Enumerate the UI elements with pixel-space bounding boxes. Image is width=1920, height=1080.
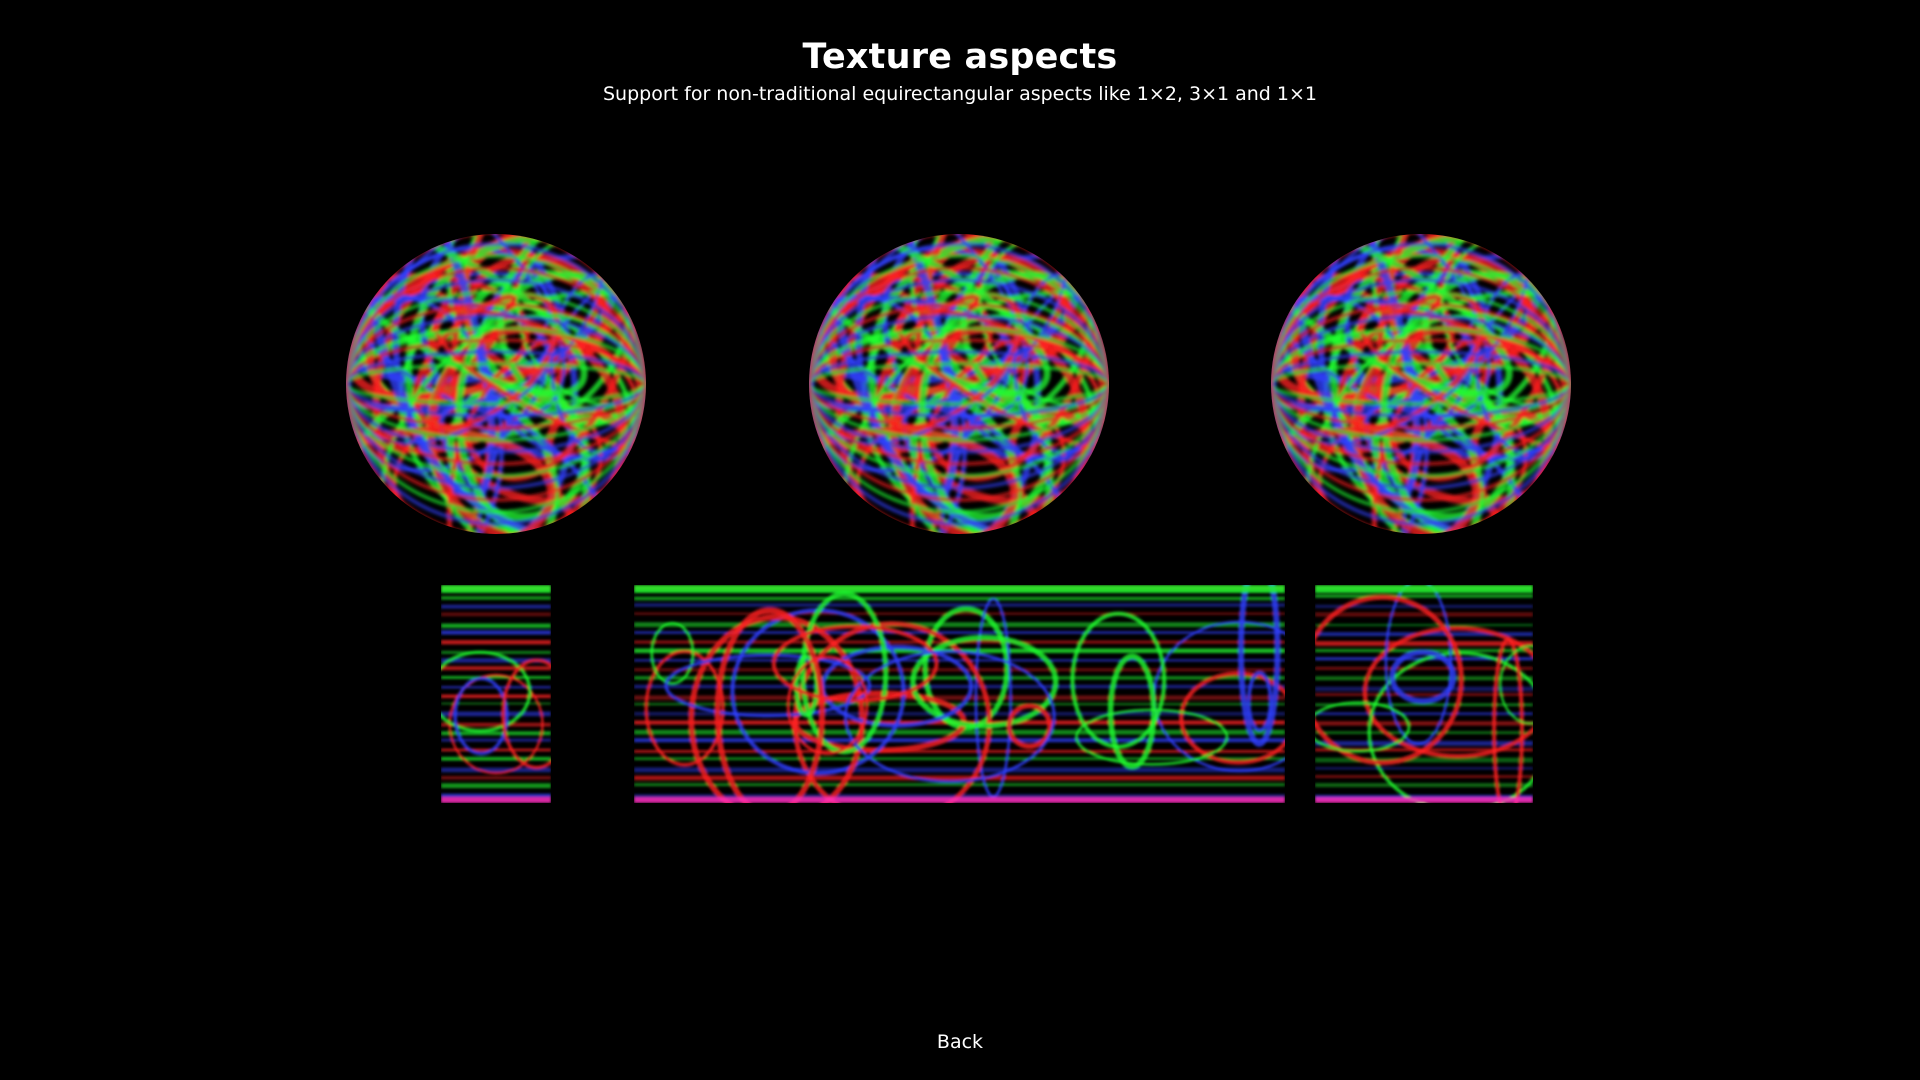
page-title: Texture aspects bbox=[802, 37, 1118, 77]
sphere-preview-3x1[interactable] bbox=[806, 231, 1112, 537]
texture-1x2 bbox=[441, 585, 551, 803]
sphere-preview-1x1[interactable] bbox=[1268, 231, 1574, 537]
sphere-preview-1x2[interactable] bbox=[343, 231, 649, 537]
texture-1x1 bbox=[1315, 585, 1533, 803]
page-subtitle: Support for non-traditional equirectangu… bbox=[602, 83, 1318, 105]
texture-3x1 bbox=[634, 585, 1285, 803]
back-button[interactable]: Back bbox=[910, 1030, 1010, 1054]
